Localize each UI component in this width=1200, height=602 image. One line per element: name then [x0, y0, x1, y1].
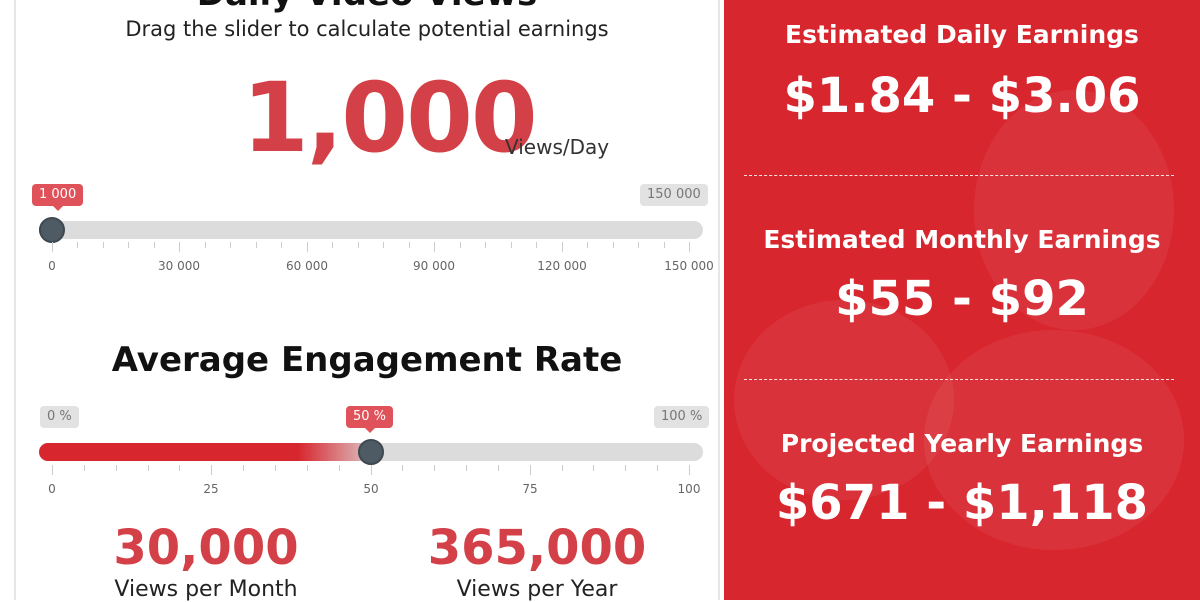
earnings-panel: Estimated Daily Earnings $1.84 - $3.06 E…: [724, 0, 1200, 600]
minor-tick: [230, 242, 232, 248]
divider: [744, 379, 1174, 380]
views-tick-label: 150 000: [664, 259, 714, 273]
minor-tick: [402, 465, 404, 471]
engagement-tick-label: 0: [48, 482, 56, 496]
daily-earnings-title: Estimated Daily Earnings: [785, 20, 1139, 49]
monthly-earnings-title: Estimated Monthly Earnings: [763, 225, 1161, 254]
minor-tick: [77, 242, 79, 248]
minor-tick: [561, 465, 563, 471]
minor-tick: [338, 465, 340, 471]
engagement-tick-label: 75: [522, 482, 538, 496]
views-tick-label: 30 000: [158, 259, 200, 273]
engagement-slider-handle[interactable]: [358, 439, 384, 465]
major-tick: [689, 242, 690, 252]
minor-tick: [587, 242, 589, 248]
minor-tick: [357, 242, 359, 248]
minor-tick: [657, 465, 659, 471]
minor-tick: [147, 465, 149, 471]
calculator-panel: Daily Video Views Drag the slider to cal…: [14, 0, 720, 602]
major-tick: [306, 242, 308, 252]
yearly-earnings-value: $671 - $1,118: [775, 475, 1149, 531]
minor-tick: [593, 465, 595, 471]
minor-tick: [434, 465, 436, 471]
views-slider-max-tag: 150 000: [640, 184, 708, 206]
minor-tick: [638, 242, 640, 248]
major-tick: [211, 465, 213, 475]
views-per-day-unit: Views/Day: [505, 135, 610, 159]
minor-tick: [383, 242, 385, 248]
daily-earnings-value: $1.84 - $3.06: [783, 68, 1141, 124]
major-tick: [561, 242, 563, 252]
minor-tick: [115, 465, 117, 471]
engagement-slider-min-tag: 0 %: [40, 406, 79, 428]
engagement-slider-ticks: [52, 465, 690, 475]
engagement-tick-label: 25: [203, 482, 219, 496]
minor-tick: [179, 465, 181, 471]
views-slider-track[interactable]: [39, 221, 703, 239]
views-per-month-label: Views per Month: [114, 577, 298, 602]
views-heading: Daily Video Views: [16, 0, 718, 14]
engagement-tick-label: 100: [677, 482, 701, 496]
views-tick-label: 120 000: [537, 259, 587, 273]
minor-tick: [459, 242, 461, 248]
engagement-slider-value-tag: 50 %: [346, 406, 394, 433]
major-tick: [52, 242, 53, 252]
minor-tick: [128, 242, 130, 248]
minor-tick: [510, 242, 512, 248]
monthly-earnings-value: $55 - $92: [835, 271, 1089, 327]
views-per-day-value: 1,000: [242, 62, 538, 174]
minor-tick: [204, 242, 206, 248]
minor-tick: [625, 465, 627, 471]
views-per-year-label: Views per Year: [456, 577, 618, 602]
background-photo-overlay: [974, 90, 1174, 330]
minor-tick: [497, 465, 499, 471]
calculator-subtitle: Drag the slider to calculate potential e…: [125, 17, 609, 41]
engagement-slider-max-tag: 100 %: [654, 406, 710, 428]
minor-tick: [243, 465, 245, 471]
engagement-heading: Average Engagement Rate: [111, 340, 623, 380]
background-photo-overlay: [924, 330, 1184, 550]
major-tick: [179, 242, 181, 252]
minor-tick: [612, 242, 614, 248]
engagement-tick-label: 50: [363, 482, 379, 496]
views-slider-ticks: [52, 242, 690, 252]
engagement-slider-fill: [39, 443, 371, 461]
minor-tick: [485, 242, 487, 248]
minor-tick: [281, 242, 283, 248]
views-tick-label: 0: [48, 259, 56, 273]
minor-tick: [536, 242, 538, 248]
divider: [744, 175, 1174, 176]
major-tick: [529, 465, 531, 475]
views-slider-value-tag: 1 000: [32, 184, 84, 211]
minor-tick: [102, 242, 104, 248]
major-tick: [689, 465, 690, 475]
minor-tick: [83, 465, 85, 471]
views-tick-label: 90 000: [413, 259, 455, 273]
minor-tick: [274, 465, 276, 471]
major-tick: [434, 242, 436, 252]
major-tick: [370, 465, 372, 475]
minor-tick: [153, 242, 155, 248]
views-slider-handle[interactable]: [39, 217, 65, 243]
views-per-year-value: 365,000: [427, 520, 647, 576]
minor-tick: [663, 242, 665, 248]
minor-tick: [408, 242, 410, 248]
major-tick: [52, 465, 53, 475]
yearly-earnings-title: Projected Yearly Earnings: [780, 429, 1144, 458]
minor-tick: [332, 242, 334, 248]
minor-tick: [466, 465, 468, 471]
views-per-month-value: 30,000: [113, 520, 299, 576]
views-tick-label: 60 000: [286, 259, 328, 273]
minor-tick: [255, 242, 257, 248]
minor-tick: [306, 465, 308, 471]
background-photo-overlay: [734, 300, 954, 500]
